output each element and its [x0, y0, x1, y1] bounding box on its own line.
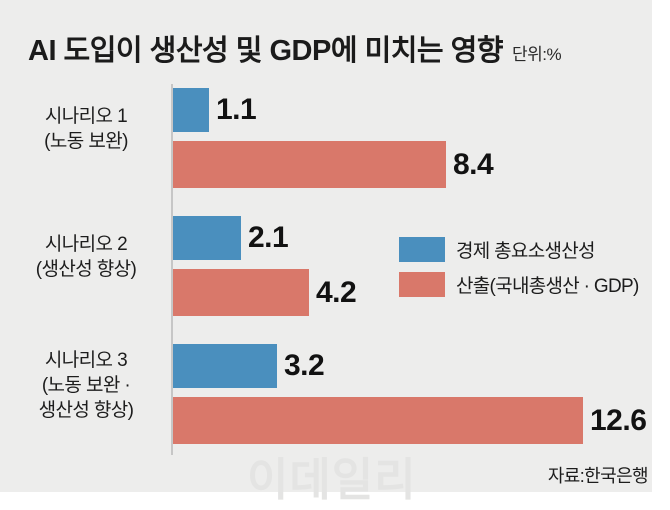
- legend-swatch-icon-gdp: [399, 272, 445, 297]
- category-label-line-1: 시나리오 2: [44, 234, 128, 255]
- plot-area: 시나리오 1 (노동 보완) 1.1 8.4 시나리오 2 (생산성 향상) 2…: [0, 80, 652, 455]
- legend-swatch-icon-tfp: [399, 237, 445, 262]
- page-title: AI 도입이 생산성 및 GDP에 미치는 영향: [28, 35, 504, 67]
- bar-value-tfp-scenario-1: 1.1: [216, 93, 257, 126]
- bar-row-tfp-scenario-2: 2.1: [173, 216, 289, 260]
- bar-value-gdp-scenario-2: 4.2: [316, 275, 357, 309]
- bar-group-scenario-1: 시나리오 1 (노동 보완) 1.1 8.4: [0, 80, 652, 200]
- bar-row-gdp-scenario-2: 4.2: [173, 269, 357, 316]
- bar-value-tfp-scenario-2: 2.1: [248, 221, 289, 254]
- bar-value-gdp-scenario-3: 12.6: [590, 403, 647, 437]
- chart-title-row: AI 도입이 생산성 및 GDP에 미치는 영향 단위:%: [28, 27, 562, 69]
- category-label-line-1: 시나리오 3: [44, 350, 128, 371]
- bar-gdp-scenario-3[interactable]: [173, 397, 583, 444]
- legend-label-tfp: 경제 총요소생산성: [456, 241, 596, 262]
- legend-label-gdp: 산출(국내총생산 · GDP): [456, 276, 639, 297]
- legend-item-gdp[interactable]: 산출(국내총생산 · GDP): [399, 271, 639, 298]
- legend-item-tfp[interactable]: 경제 총요소생산성: [399, 236, 639, 263]
- bar-row-gdp-scenario-1: 8.4: [173, 141, 494, 188]
- category-label-scenario-3: 시나리오 3 (노동 보완 · 생산성 향상): [10, 348, 162, 423]
- unit-label: 단위:%: [512, 45, 562, 64]
- bar-group-scenario-2: 시나리오 2 (생산성 향상) 2.1 4.2: [0, 208, 652, 328]
- bar-group-scenario-3: 시나리오 3 (노동 보완 · 생산성 향상) 3.2 12.6: [0, 336, 652, 456]
- bar-tfp-scenario-3[interactable]: [173, 344, 277, 388]
- category-label-scenario-2: 시나리오 2 (생산성 향상): [10, 232, 162, 282]
- bar-tfp-scenario-2[interactable]: [173, 216, 241, 260]
- bar-value-gdp-scenario-1: 8.4: [453, 147, 494, 181]
- watermark: 이데일리: [247, 454, 417, 505]
- bar-row-tfp-scenario-3: 3.2: [173, 344, 325, 388]
- category-label-line-1: 시나리오 1: [44, 106, 128, 127]
- category-label-line-2: (생산성 향상): [35, 259, 137, 280]
- bar-value-tfp-scenario-3: 3.2: [284, 349, 325, 382]
- bar-row-tfp-scenario-1: 1.1: [173, 88, 257, 132]
- bar-row-gdp-scenario-3: 12.6: [173, 397, 647, 444]
- category-label-line-2: (노동 보완): [44, 131, 128, 152]
- source-note: 자료:한국은행: [547, 466, 649, 486]
- legend: 경제 총요소생산성 산출(국내총생산 · GDP): [399, 236, 639, 306]
- category-label-scenario-1: 시나리오 1 (노동 보완): [10, 104, 162, 154]
- category-label-line-3: 생산성 향상): [38, 400, 134, 421]
- bar-tfp-scenario-1[interactable]: [173, 88, 209, 132]
- bar-gdp-scenario-2[interactable]: [173, 269, 309, 316]
- value-axis-line: [171, 84, 173, 455]
- bar-gdp-scenario-1[interactable]: [173, 141, 446, 188]
- category-label-line-2: (노동 보완 ·: [41, 375, 131, 396]
